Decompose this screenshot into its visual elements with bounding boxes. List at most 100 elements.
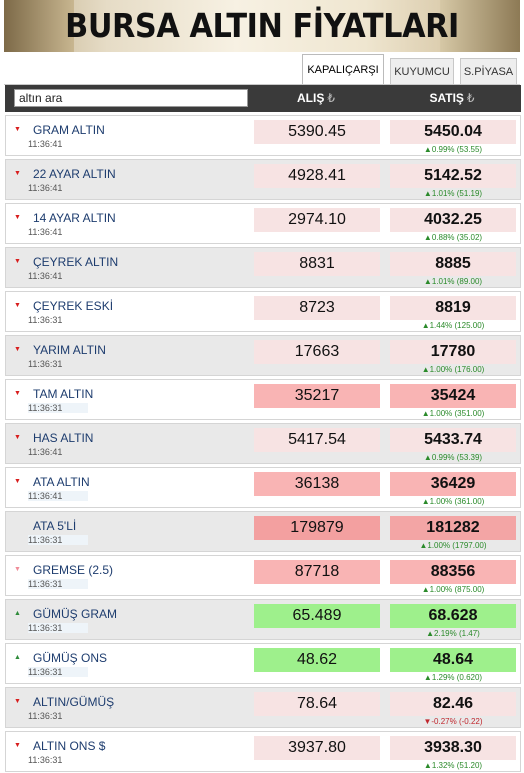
price-down-arrow-icon: ▼ [14,302,21,309]
sell-price: 8819 [390,296,516,320]
update-time: 11:36:31 [28,403,88,413]
buy-price: 65.489 [254,604,380,628]
update-time: 11:36:31 [28,579,88,589]
change-value: ▲1.00% (361.00) [421,497,485,506]
price-down-arrow-icon: ▼ [14,698,21,705]
item-name[interactable]: TAM ALTIN [33,387,94,401]
item-name[interactable]: ATA 5'Lİ [33,519,77,533]
tab-kuyumcu[interactable]: KUYUMCU [390,58,454,84]
buy-price: 8723 [254,296,380,320]
change-value: ▲1.00% (875.00) [421,585,485,594]
sell-price: 68.628 [390,604,516,628]
price-down-arrow-icon: ▼ [14,566,21,573]
item-name[interactable]: 22 AYAR ALTIN [33,167,116,181]
change-value: ▲1.00% (1797.00) [419,541,487,550]
price-row[interactable]: ATA 5'Lİ 11:36:31 179879 181282 ▲1.00% (1797… [5,511,521,552]
change-value: ▲1.00% (351.00) [421,409,485,418]
change-value: ▲0.99% (53.55) [423,145,483,154]
price-row[interactable]: ▼ GRAM ALTIN 11:36:41 5390.45 5450.04 ▲0.99% … [5,115,521,156]
sell-price: 4032.25 [390,208,516,232]
price-down-arrow-icon: ▼ [14,742,21,749]
tabs-divider [4,84,520,85]
change-value: ▲0.88% (35.02) [423,233,483,242]
item-name[interactable]: ATA ALTIN [33,475,90,489]
buy-column-label: ALIŞ [297,91,325,105]
buy-price: 87718 [254,560,380,584]
lira-icon: ₺ [466,91,475,105]
sell-price: 5433.74 [390,428,516,452]
change-value: ▲1.01% (89.00) [423,277,483,286]
price-row[interactable]: ▼ HAS ALTIN 11:36:41 5417.54 5433.74 ▲0.99% (… [5,423,521,464]
item-name[interactable]: ALTIN ONS $ [33,739,106,753]
price-row[interactable]: ▼ 22 AYAR ALTIN 11:36:41 4928.41 5142.52 ▲1.0… [5,159,521,200]
buy-price: 179879 [254,516,380,540]
update-time: 11:36:31 [28,315,63,325]
buy-price: 8831 [254,252,380,276]
lira-icon: ₺ [327,91,335,105]
update-time: 11:36:31 [28,711,63,721]
price-down-arrow-icon: ▼ [14,258,21,265]
page-banner: BURSA ALTIN FİYATLARI [4,0,520,52]
item-name[interactable]: ÇEYREK ALTIN [33,255,119,269]
price-row[interactable]: ▼ GREMSE (2.5) 11:36:31 87718 88356 ▲1.00% (8… [5,555,521,596]
table-header: ALIŞ₺ SATIŞ₺ [5,85,521,112]
update-time: 11:36:41 [28,227,63,237]
item-name[interactable]: ALTIN/GÜMÜŞ [33,695,115,709]
buy-column-header: ALIŞ ₺ [253,85,379,112]
price-up-arrow-icon: ▲ [14,610,21,617]
change-value: ▲1.32% (51.20) [423,761,483,770]
sell-price: 5142.52 [390,164,516,188]
sell-column-label: SATIŞ [429,91,464,105]
sell-column-header: SATIŞ ₺ [389,85,515,112]
item-name[interactable]: HAS ALTIN [33,431,94,445]
price-row[interactable]: ▲ GÜMÜŞ GRAM 11:36:31 65.489 68.628 ▲2.19% (1… [5,599,521,640]
price-row[interactable]: ▼ ALTIN/GÜMÜŞ 11:36:31 78.64 82.46 ▼-0.27% (-… [5,687,521,728]
buy-price: 35217 [254,384,380,408]
change-value: ▲1.44% (125.00) [421,321,485,330]
price-row[interactable]: ▼ TAM ALTIN 11:36:31 35217 35424 ▲1.00% (351.… [5,379,521,420]
price-row[interactable]: ▼ 14 AYAR ALTIN 11:36:41 2974.10 4032.25 ▲0.8… [5,203,521,244]
tab-kapalicarsi[interactable]: KAPALIÇARŞI [302,54,384,85]
price-down-arrow-icon: ▼ [14,214,21,221]
tab-serbest-piyasa[interactable]: S.PİYASA [460,58,517,84]
price-row[interactable]: ▼ ALTIN ONS $ 11:36:31 3937.80 3938.30 ▲1.32%… [5,731,521,772]
item-name[interactable]: YARIM ALTIN [33,343,106,357]
buy-price: 36138 [254,472,380,496]
price-row[interactable]: ▼ ÇEYREK ESKİ 11:36:31 8723 8819 ▲1.44% (125.… [5,291,521,332]
sell-price: 3938.30 [390,736,516,760]
item-name[interactable]: GRAM ALTIN [33,123,105,137]
update-time: 11:36:31 [28,359,63,369]
price-down-arrow-icon: ▼ [14,390,21,397]
update-time: 11:36:41 [28,447,63,457]
change-value: ▲0.99% (53.39) [423,453,483,462]
price-down-arrow-icon: ▼ [14,434,21,441]
sell-price: 35424 [390,384,516,408]
price-row[interactable]: ▼ YARIM ALTIN 11:36:31 17663 17780 ▲1.00% (17… [5,335,521,376]
buy-price: 78.64 [254,692,380,716]
buy-price: 3937.80 [254,736,380,760]
search-input[interactable] [14,89,248,107]
update-time: 11:36:31 [28,623,88,633]
update-time: 11:36:31 [28,755,63,765]
sell-price: 8885 [390,252,516,276]
item-name[interactable]: GREMSE (2.5) [33,563,114,577]
price-row[interactable]: ▼ ATA ALTIN 11:36:41 36138 36429 ▲1.00% (361.… [5,467,521,508]
update-time: 11:36:41 [28,183,63,193]
item-name[interactable]: GÜMÜŞ ONS [33,651,108,665]
update-time: 11:36:31 [28,535,88,545]
sell-price: 181282 [390,516,516,540]
price-row[interactable]: ▼ ÇEYREK ALTIN 11:36:41 8831 8885 ▲1.01% (89.… [5,247,521,288]
banner-title: BURSA ALTIN FİYATLARI [65,6,459,45]
price-up-arrow-icon: ▲ [14,654,21,661]
buy-price: 2974.10 [254,208,380,232]
price-row[interactable]: ▲ GÜMÜŞ ONS 11:36:31 48.62 48.64 ▲1.29% (0.62… [5,643,521,684]
price-down-arrow-icon: ▼ [14,346,21,353]
buy-price: 5417.54 [254,428,380,452]
item-name[interactable]: ÇEYREK ESKİ [33,299,114,313]
update-time: 11:36:41 [28,491,88,501]
change-value: ▲1.01% (51.19) [423,189,483,198]
item-name[interactable]: 14 AYAR ALTIN [33,211,116,225]
item-name[interactable]: GÜMÜŞ GRAM [33,607,117,621]
sell-price: 17780 [390,340,516,364]
buy-price: 17663 [254,340,380,364]
